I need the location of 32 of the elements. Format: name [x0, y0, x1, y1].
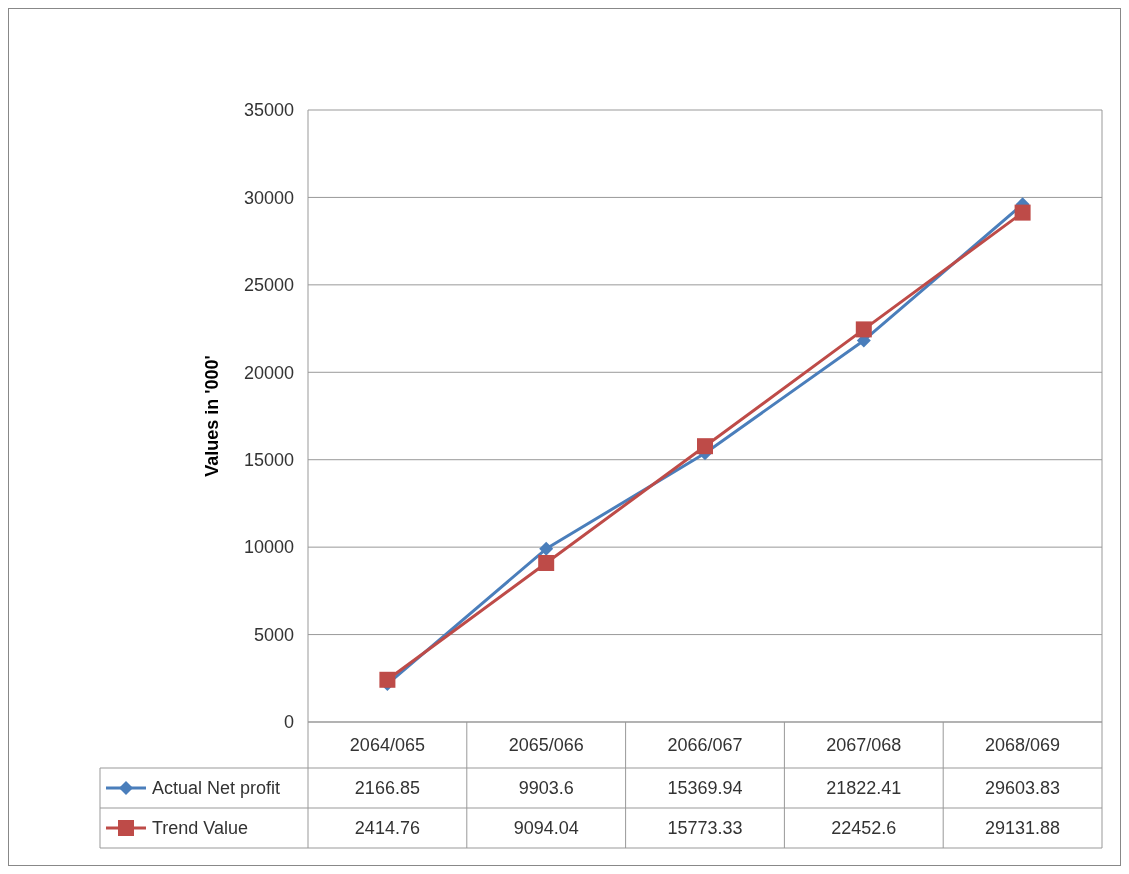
legend-label: Actual Net profit: [152, 778, 281, 799]
data-label: 9094.04: [513, 818, 579, 839]
data-label: 29603.83: [985, 778, 1061, 799]
point: [697, 438, 713, 455]
point: [539, 541, 554, 556]
x-tick-label: 2068/069: [985, 735, 1061, 756]
point: [855, 321, 872, 338]
data-label: 9903.6: [518, 778, 574, 799]
x-tick-label: 2065/066: [508, 735, 584, 756]
data-label: 21822.41: [826, 778, 902, 799]
data-label: 2414.76: [354, 818, 420, 839]
data-label: 2166.85: [354, 778, 420, 799]
x-tick-label: 2066/067: [667, 735, 743, 756]
data-label: 15369.94: [667, 778, 743, 799]
data-label: 29131.88: [985, 818, 1061, 839]
y-axis-title: Values in '000': [202, 355, 222, 477]
y-tick-label: 20000: [243, 362, 294, 383]
legend-label: Trend Value: [152, 818, 249, 839]
point: [538, 554, 555, 571]
y-tick-label: 0: [283, 712, 294, 733]
point: [1014, 204, 1031, 221]
data-label: 22452.6: [831, 818, 897, 839]
y-tick-label: 30000: [243, 187, 294, 208]
y-tick-label: 10000: [243, 537, 294, 558]
data-label: 15773.33: [667, 818, 743, 839]
x-tick-label: 2064/065: [349, 735, 425, 756]
y-tick-label: 15000: [243, 450, 294, 471]
y-tick-label: 35000: [243, 100, 294, 121]
y-tick-label: 5000: [253, 624, 294, 645]
point: [379, 671, 396, 688]
y-tick-label: 25000: [243, 275, 294, 296]
x-tick-label: 2067/068: [826, 735, 902, 756]
